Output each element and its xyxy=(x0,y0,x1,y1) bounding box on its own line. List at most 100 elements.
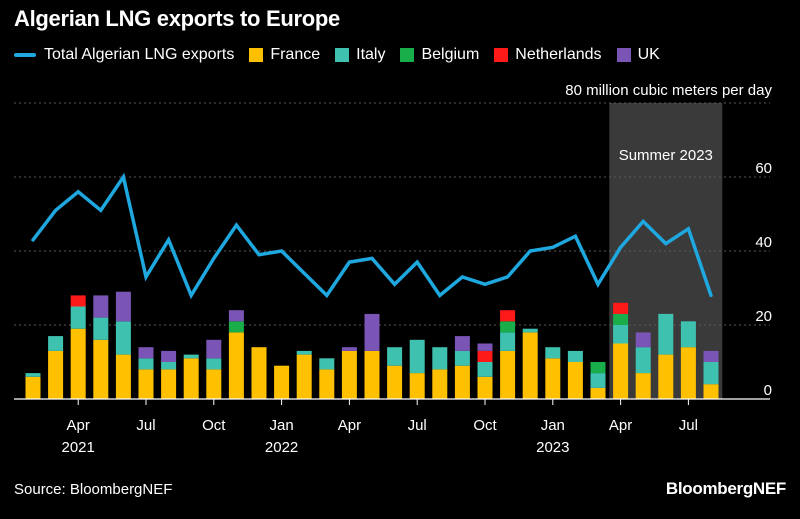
legend-label-netherlands: Netherlands xyxy=(515,46,602,63)
bar-france-11 xyxy=(274,365,290,399)
bar-france-23 xyxy=(545,358,561,399)
x-tick-label-jan-11: Jan xyxy=(270,417,294,434)
bar-france-12 xyxy=(296,354,312,399)
bar-italy-25 xyxy=(590,373,606,388)
brand-logo: BloombergNEF xyxy=(665,479,786,498)
legend-item-belgium: Belgium xyxy=(400,46,479,64)
bar-france-13 xyxy=(319,369,335,399)
legend-swatch-uk xyxy=(616,48,631,62)
y-tick-label-20: 20 xyxy=(755,308,772,325)
chart-title: Algerian LNG exports to Europe xyxy=(14,6,340,31)
bar-france-16 xyxy=(387,365,403,399)
bar-italy-29 xyxy=(680,321,696,348)
bar-italy-5 xyxy=(138,358,154,370)
bar-france-6 xyxy=(161,369,177,399)
bar-uk-9 xyxy=(228,310,244,322)
bar-netherlands-26 xyxy=(613,302,629,314)
legend-label-italy: Italy xyxy=(356,46,386,63)
bar-france-22 xyxy=(522,332,538,399)
bar-uk-8 xyxy=(206,339,222,359)
bar-uk-15 xyxy=(364,313,380,351)
total-exports-line xyxy=(31,172,713,300)
bar-france-20 xyxy=(477,376,493,399)
axis-layer: 0 20 40 60 80 million cubic meters per day Ap… xyxy=(14,82,772,456)
legend-swatch-netherlands xyxy=(494,48,509,62)
x-tick-label-jul-29: Jul xyxy=(679,417,698,434)
x-tick-label-jul-17: Jul xyxy=(408,417,427,434)
bar-france-2 xyxy=(70,328,86,399)
bar-france-4 xyxy=(115,354,131,399)
y-tick-label-60: 60 xyxy=(755,160,772,177)
legend-item-france: France xyxy=(249,46,320,64)
bar-uk-20 xyxy=(477,343,493,351)
bar-netherlands-2 xyxy=(70,295,86,307)
summer-2023-label: Summer 2023 xyxy=(619,147,713,164)
y-tick-label-40: 40 xyxy=(755,234,772,251)
bar-italy-16 xyxy=(387,347,403,366)
bar-france-18 xyxy=(432,369,448,399)
bar-france-7 xyxy=(183,358,199,399)
legend-swatch-total xyxy=(14,53,36,57)
bar-belgium-21 xyxy=(500,321,516,333)
bar-uk-27 xyxy=(635,332,651,348)
legend: Total Algerian LNG exports France Italy … xyxy=(14,46,675,64)
bar-italy-0 xyxy=(25,373,41,377)
bar-france-0 xyxy=(25,376,41,399)
bar-belgium-26 xyxy=(613,313,629,325)
bar-france-28 xyxy=(658,354,674,399)
legend-item-uk: UK xyxy=(616,46,660,64)
bar-france-10 xyxy=(251,347,267,399)
bar-uk-6 xyxy=(161,350,177,362)
legend-item-italy: Italy xyxy=(335,46,385,64)
bar-italy-24 xyxy=(567,350,583,362)
legend-swatch-france xyxy=(249,48,264,62)
bar-france-21 xyxy=(500,350,516,399)
bar-italy-18 xyxy=(432,347,448,370)
bar-italy-2 xyxy=(70,306,86,329)
bar-france-27 xyxy=(635,373,651,399)
bar-italy-4 xyxy=(115,321,131,355)
legend-swatch-belgium xyxy=(400,48,415,62)
bar-italy-26 xyxy=(613,325,629,344)
bar-italy-1 xyxy=(48,336,64,351)
bar-france-29 xyxy=(680,347,696,399)
y-axis-unit-label: 80 million cubic meters per day xyxy=(565,82,772,99)
legend-item-netherlands: Netherlands xyxy=(494,46,602,64)
y-tick-label-0: 0 xyxy=(764,382,772,399)
bar-italy-8 xyxy=(206,358,222,370)
x-tick-label-apr-14: Apr xyxy=(338,417,361,434)
bar-france-17 xyxy=(409,373,425,399)
bar-france-24 xyxy=(567,362,583,399)
line-layer xyxy=(31,172,713,300)
bar-italy-6 xyxy=(161,362,177,370)
bar-netherlands-20 xyxy=(477,350,493,362)
bar-italy-28 xyxy=(658,313,674,355)
bar-france-19 xyxy=(454,365,470,399)
legend-label-uk: UK xyxy=(637,46,660,63)
bar-italy-19 xyxy=(454,350,470,366)
bar-italy-21 xyxy=(500,332,516,351)
legend-item-total: Total Algerian LNG exports xyxy=(14,46,234,64)
bar-uk-5 xyxy=(138,347,154,359)
bar-italy-17 xyxy=(409,339,425,374)
bar-italy-27 xyxy=(635,347,651,374)
x-year-label-2022: 2022 xyxy=(265,439,298,456)
bar-belgium-9 xyxy=(228,321,244,333)
bar-italy-7 xyxy=(183,354,199,359)
bar-france-5 xyxy=(138,369,154,399)
bar-france-25 xyxy=(590,387,606,399)
bar-france-15 xyxy=(364,350,380,399)
bar-france-3 xyxy=(93,339,109,399)
bar-italy-12 xyxy=(296,350,312,355)
bar-uk-30 xyxy=(703,350,719,362)
source-note: Source: BloombergNEF xyxy=(14,481,173,498)
x-year-label-2023: 2023 xyxy=(536,439,569,456)
bar-italy-3 xyxy=(93,317,109,340)
bar-italy-20 xyxy=(477,362,493,377)
x-tick-label-apr-26: Apr xyxy=(609,417,632,434)
bar-belgium-25 xyxy=(590,362,606,374)
legend-label-total: Total Algerian LNG exports xyxy=(44,46,235,63)
bar-france-14 xyxy=(341,350,357,399)
x-tick-label-oct-20: Oct xyxy=(473,417,497,434)
